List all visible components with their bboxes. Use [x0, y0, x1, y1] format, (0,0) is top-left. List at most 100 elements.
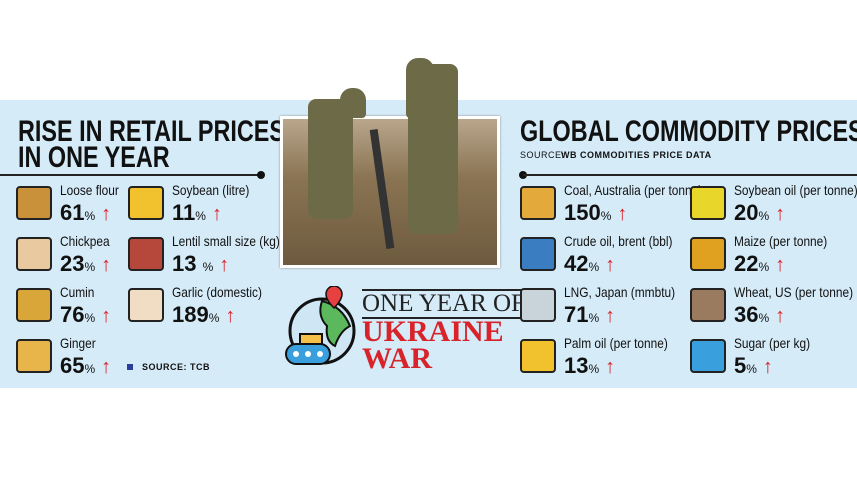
item-label: Loose flour	[60, 182, 119, 198]
price-item: Cumin 76% ↑	[16, 284, 186, 332]
percent-sign: %	[84, 362, 96, 376]
price-item: Crude oil, brent (bbl) 42% ↑	[520, 233, 690, 281]
left-title-line1: RISE IN RETAIL PRICES	[18, 115, 285, 148]
up-arrow-icon: ↑	[101, 254, 112, 276]
oil-barrel-icon	[690, 186, 726, 220]
item-percent: 189	[172, 302, 209, 327]
item-percent: 65	[60, 353, 85, 378]
item-value: 71% ↑	[564, 302, 615, 328]
price-item: LNG, Japan (mmbtu) 71% ↑	[520, 284, 690, 332]
title-war: WAR	[362, 342, 433, 375]
right-divider	[523, 174, 857, 176]
price-item: Maize (per tonne) 22% ↑	[690, 233, 857, 281]
up-arrow-icon: ↑	[605, 305, 616, 327]
percent-sign: %	[84, 311, 96, 325]
mortar-tube	[369, 129, 395, 249]
title-one-year-of: ONE YEAR OF	[362, 289, 525, 319]
globe-tank-icon	[285, 286, 356, 365]
item-value: 65% ↑	[60, 353, 111, 379]
chickpea-icon	[16, 237, 52, 271]
item-label: Coal, Australia (per tonne)	[564, 182, 703, 198]
item-percent: 13	[172, 251, 203, 276]
item-value: 13% ↑	[564, 353, 615, 379]
percent-sign: %	[746, 362, 757, 376]
item-value: 61% ↑	[60, 200, 111, 226]
soldiers-photo	[280, 64, 500, 268]
item-percent: 5	[734, 353, 747, 378]
item-label: LNG, Japan (mmbtu)	[564, 284, 676, 300]
item-percent: 76	[60, 302, 85, 327]
price-item: Wheat, US (per tonne) 36% ↑	[690, 284, 857, 332]
up-arrow-icon: ↑	[617, 203, 628, 225]
item-percent: 20	[734, 200, 759, 225]
left-source: SOURCE: TCB	[142, 362, 210, 372]
up-arrow-icon: ↑	[225, 305, 236, 327]
percent-sign: %	[84, 260, 96, 274]
lng-plant-icon	[520, 288, 556, 322]
right-source-name: WB COMMODITIES PRICE DATA	[561, 150, 712, 160]
item-value: 189% ↑	[172, 302, 235, 328]
item-label: Wheat, US (per tonne)	[734, 284, 854, 300]
percent-sign: %	[588, 311, 600, 325]
percent-sign: %	[758, 311, 770, 325]
left-divider-dot	[257, 171, 265, 179]
up-arrow-icon: ↑	[219, 254, 230, 276]
percent-sign: %	[84, 209, 96, 223]
item-value: 5% ↑	[734, 353, 773, 379]
up-arrow-icon: ↑	[101, 203, 112, 225]
item-label: Ginger	[60, 335, 96, 351]
item-percent: 22	[734, 251, 759, 276]
percent-sign: %	[758, 209, 770, 223]
item-label: Lentil small size (kg)	[172, 233, 280, 249]
percent-sign: %	[208, 311, 220, 325]
item-percent: 42	[564, 251, 589, 276]
price-item: Coal, Australia (per tonne) 150% ↑	[520, 182, 702, 230]
item-value: 76% ↑	[60, 302, 111, 328]
up-arrow-icon: ↑	[605, 254, 616, 276]
oil-bottle-icon	[128, 186, 164, 220]
item-percent: 150	[564, 200, 601, 225]
up-arrow-icon: ↑	[605, 356, 616, 378]
up-arrow-icon: ↑	[211, 203, 222, 225]
ginger-icon	[16, 339, 52, 373]
right-title: GLOBAL COMMODITY PRICES	[520, 115, 857, 148]
right-source-prefix: SOURCE:	[520, 150, 565, 160]
item-value: 20% ↑	[734, 200, 785, 226]
item-value: 150% ↑	[564, 200, 627, 226]
coal-cart-icon	[520, 186, 556, 220]
percent-sign: %	[588, 260, 600, 274]
item-percent: 13	[564, 353, 589, 378]
item-label: Garlic (domestic)	[172, 284, 262, 300]
item-label: Maize (per tonne)	[734, 233, 828, 249]
item-percent: 23	[60, 251, 85, 276]
item-label: Palm oil (per tonne)	[564, 335, 668, 351]
percent-sign: %	[588, 362, 600, 376]
price-item: Sugar (per kg) 5% ↑	[690, 335, 857, 383]
sugar-bag-icon	[690, 339, 726, 373]
garlic-icon	[128, 288, 164, 322]
flour-bag-icon	[16, 186, 52, 220]
percent-sign: %	[202, 260, 214, 274]
soldier-helmet-left	[340, 88, 366, 118]
item-label: Soybean oil (per tonne)	[734, 182, 857, 198]
item-value: 13 % ↑	[172, 251, 229, 277]
item-label: Soybean (litre)	[172, 182, 250, 198]
item-value: 23% ↑	[60, 251, 111, 277]
item-percent: 71	[564, 302, 589, 327]
up-arrow-icon: ↑	[775, 254, 786, 276]
soldier-left	[308, 99, 353, 219]
up-arrow-icon: ↑	[101, 356, 112, 378]
lentil-icon	[128, 237, 164, 271]
percent-sign: %	[600, 209, 612, 223]
title-ukraine: UKRAINE	[362, 315, 504, 348]
palm-oil-icon	[520, 339, 556, 373]
percent-sign: %	[195, 209, 206, 223]
up-arrow-icon: ↑	[101, 305, 112, 327]
cumin-icon	[16, 288, 52, 322]
left-title-line2: IN ONE YEAR	[18, 141, 170, 174]
item-label: Chickpea	[60, 233, 110, 249]
wheat-sack-icon	[690, 288, 726, 322]
left-divider	[0, 174, 260, 176]
soldier-helmet-right	[406, 58, 434, 118]
item-percent: 36	[734, 302, 759, 327]
